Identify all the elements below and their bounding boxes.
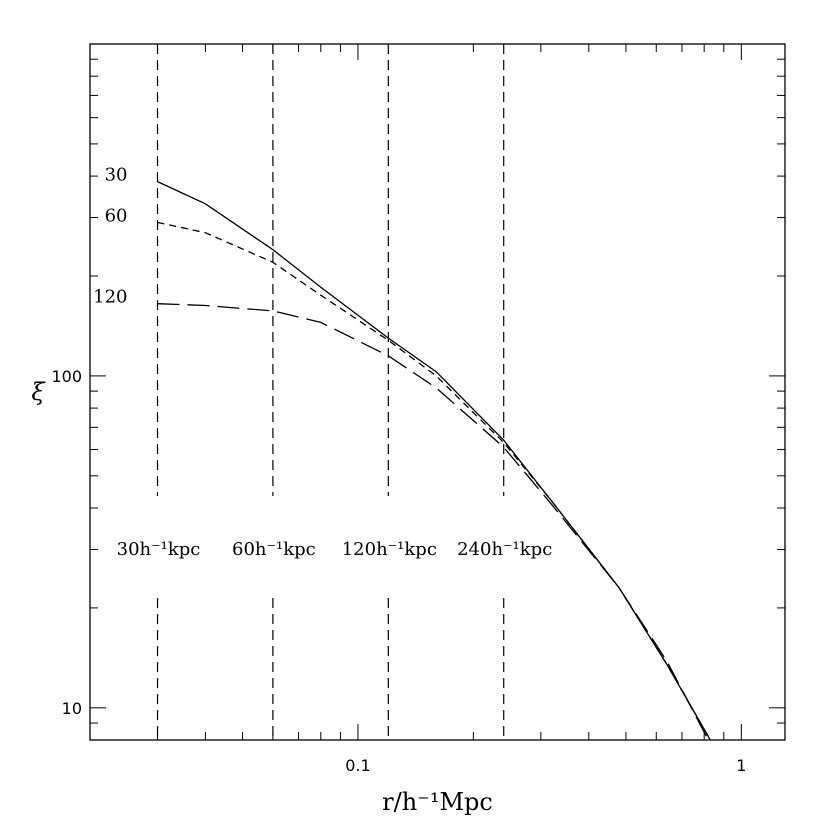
series-label: 30 — [105, 165, 128, 186]
series-label: 60 — [105, 205, 128, 226]
minor-ticks — [89, 44, 785, 741]
x-axis-label: r/h⁻¹Mpc — [382, 788, 493, 816]
series-line — [157, 303, 709, 741]
series-line — [157, 221, 711, 741]
series-line — [157, 181, 711, 741]
resolution-lines: 30h⁻¹kpc 60h⁻¹kpc 120h⁻¹kpc 240h⁻¹kpc — [117, 44, 552, 740]
plot-frame — [89, 43, 786, 741]
y-axis-label: ξ — [31, 378, 46, 406]
series-label: 120 — [93, 287, 127, 308]
resolution-label: 120h⁻¹kpc — [342, 539, 437, 560]
y-tick-label: 100 — [51, 367, 82, 386]
x-tick-label: 1 — [736, 756, 746, 775]
labels-group: 0.1 1 10 100 — [51, 367, 746, 775]
y-tick-label: 10 — [62, 699, 82, 718]
resolution-label: 60h⁻¹kpc — [232, 539, 316, 560]
resolution-label: 30h⁻¹kpc — [117, 539, 201, 560]
series-group: 30 60 120 — [93, 165, 711, 741]
x-tick-label: 0.1 — [345, 756, 370, 775]
resolution-label: 240h⁻¹kpc — [457, 539, 552, 560]
